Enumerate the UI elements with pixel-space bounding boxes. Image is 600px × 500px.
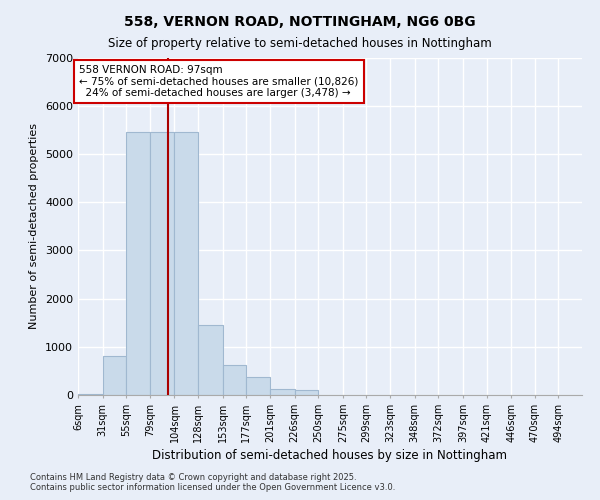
Text: Size of property relative to semi-detached houses in Nottingham: Size of property relative to semi-detach…	[108, 38, 492, 51]
Bar	[126, 132, 150, 395]
Bar	[103, 356, 126, 395]
Bar	[78, 394, 103, 395]
Bar	[295, 390, 318, 395]
Bar	[270, 388, 295, 395]
Bar	[150, 132, 175, 395]
Text: Contains HM Land Registry data © Crown copyright and database right 2025.
Contai: Contains HM Land Registry data © Crown c…	[30, 473, 395, 492]
Text: 558, VERNON ROAD, NOTTINGHAM, NG6 0BG: 558, VERNON ROAD, NOTTINGHAM, NG6 0BG	[124, 15, 476, 29]
X-axis label: Distribution of semi-detached houses by size in Nottingham: Distribution of semi-detached houses by …	[152, 449, 508, 462]
Bar	[198, 325, 223, 395]
Y-axis label: Number of semi-detached properties: Number of semi-detached properties	[29, 123, 40, 329]
Bar	[223, 365, 247, 395]
Bar	[175, 132, 198, 395]
Bar	[247, 376, 270, 395]
Text: 558 VERNON ROAD: 97sqm
← 75% of semi-detached houses are smaller (10,826)
  24% : 558 VERNON ROAD: 97sqm ← 75% of semi-det…	[79, 64, 358, 98]
